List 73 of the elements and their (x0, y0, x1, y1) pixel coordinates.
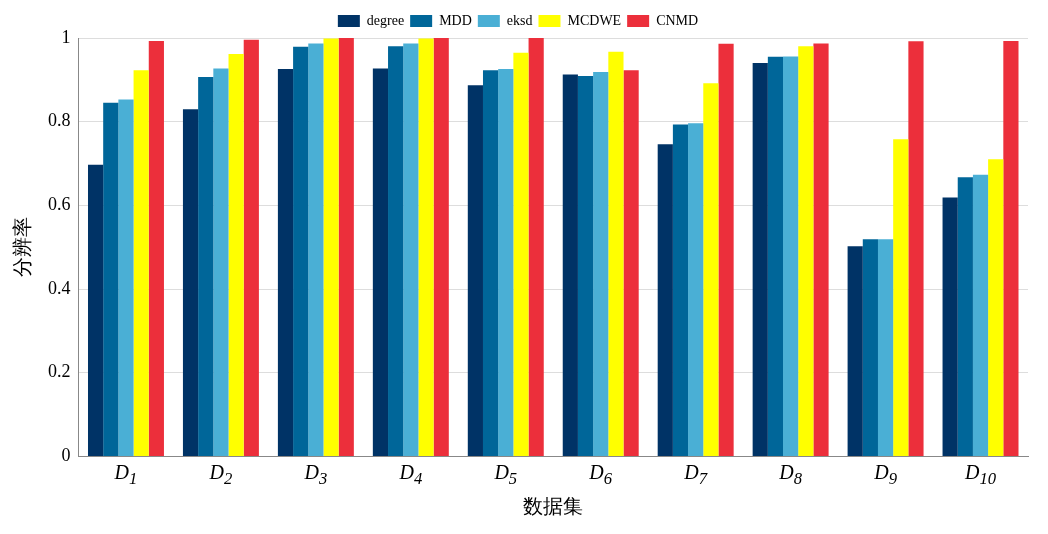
y-tick-label: 0.2 (48, 361, 71, 382)
bar (593, 71, 609, 456)
bar (577, 76, 594, 456)
bar (562, 74, 578, 456)
bar (972, 174, 989, 456)
bar (133, 70, 149, 456)
bar (213, 68, 229, 456)
bar (388, 46, 404, 456)
bar (623, 70, 639, 456)
bar (198, 76, 214, 456)
y-tick-label: 1 (61, 26, 71, 47)
bar (908, 41, 924, 456)
bar (88, 164, 104, 456)
bar (528, 38, 544, 456)
y-tick-label: 0.4 (48, 277, 71, 298)
x-tick-label: D$_{8}$ (778, 460, 803, 491)
bar (148, 40, 164, 456)
x-tick-label: D$_{1}$ (113, 460, 139, 491)
bar (308, 43, 324, 456)
bar (1003, 40, 1019, 456)
legend-label: MCDWE (567, 12, 622, 28)
legend-label: CNMD (656, 12, 699, 28)
bar (277, 68, 294, 456)
x-tick-label: D$_{2}$ (208, 460, 234, 491)
y-tick-label: 0.6 (48, 194, 71, 215)
bar (988, 159, 1004, 456)
legend-label: eksd (506, 12, 533, 28)
bar (608, 51, 624, 456)
bar (498, 68, 514, 456)
bar (783, 56, 799, 456)
bar (847, 246, 863, 456)
x-tick-label: D$_{7}$ (683, 460, 709, 491)
bar (718, 43, 734, 456)
y-axis-title: 分辨率 (11, 217, 34, 278)
bar (752, 63, 768, 456)
bar (688, 123, 704, 456)
bar (877, 239, 894, 456)
x-tick-label: D$_{5}$ (493, 460, 519, 491)
legend-label: MDD (439, 12, 472, 28)
legend-label: degree (366, 12, 405, 28)
bar (767, 56, 784, 456)
bar (513, 52, 529, 456)
y-tick-label: 0.8 (48, 110, 71, 131)
bar (403, 43, 419, 456)
x-tick-label: D$_{10}$ (963, 460, 998, 491)
bar (338, 38, 354, 456)
x-axis-title: 数据集 (523, 495, 584, 518)
bar (957, 177, 973, 456)
bar (228, 53, 244, 456)
bar (862, 239, 878, 456)
bar (433, 38, 449, 456)
y-tick-label: 0 (61, 445, 71, 466)
x-tick-label: D$_{9}$ (873, 460, 898, 491)
bar (672, 124, 689, 456)
bar (482, 70, 499, 456)
bar (798, 46, 814, 456)
x-tick-label: D$_{4}$ (398, 460, 424, 491)
bar (467, 85, 483, 456)
bar (243, 39, 259, 456)
bar (372, 68, 389, 456)
bar (813, 43, 829, 456)
bar (293, 46, 309, 456)
bar (323, 38, 339, 456)
bar (657, 144, 673, 456)
x-tick-label: D$_{3}$ (303, 460, 329, 491)
bar (703, 83, 719, 456)
bar (942, 197, 958, 456)
bar (182, 109, 199, 456)
bar (418, 38, 434, 456)
bar (118, 99, 134, 456)
x-tick-label: D$_{6}$ (588, 460, 614, 491)
bar (103, 102, 119, 456)
bar (893, 139, 909, 456)
